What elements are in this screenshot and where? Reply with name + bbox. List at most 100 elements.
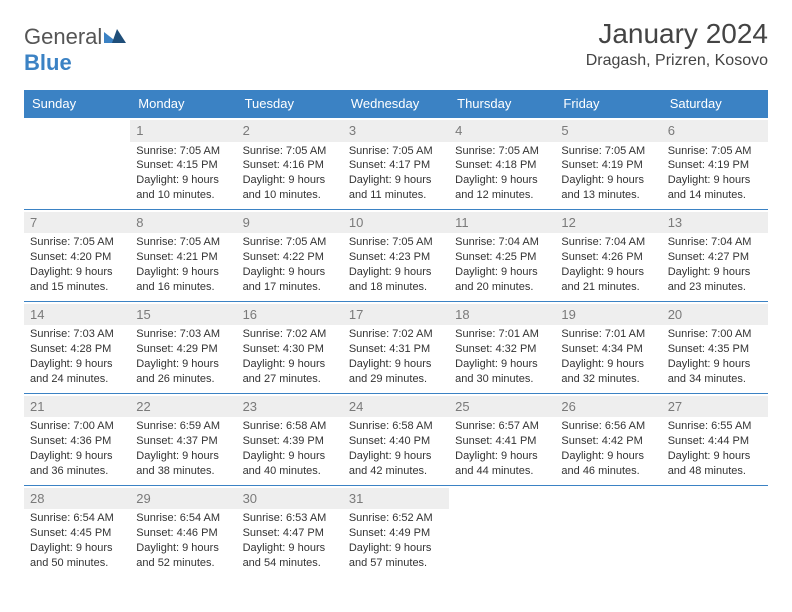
- day-details: Sunrise: 7:05 AMSunset: 4:15 PMDaylight:…: [136, 144, 230, 203]
- day-cell: 27Sunrise: 6:55 AMSunset: 4:44 PMDayligh…: [662, 393, 768, 485]
- daylight-line: Daylight: 9 hours and 21 minutes.: [561, 265, 655, 295]
- weekday-header: Sunday: [24, 90, 130, 118]
- day-number: 10: [343, 212, 449, 234]
- daylight-line: Daylight: 9 hours and 30 minutes.: [455, 357, 549, 387]
- day-number: 24: [343, 396, 449, 418]
- day-details: Sunrise: 6:54 AMSunset: 4:46 PMDaylight:…: [136, 511, 230, 570]
- day-cell: 7Sunrise: 7:05 AMSunset: 4:20 PMDaylight…: [24, 209, 130, 301]
- day-cell: 16Sunrise: 7:02 AMSunset: 4:30 PMDayligh…: [237, 301, 343, 393]
- daylight-line: Daylight: 9 hours and 42 minutes.: [349, 449, 443, 479]
- daylight-line: Daylight: 9 hours and 46 minutes.: [561, 449, 655, 479]
- day-number: 31: [343, 488, 449, 510]
- day-number: 15: [130, 304, 236, 326]
- daylight-line: Daylight: 9 hours and 50 minutes.: [30, 541, 124, 571]
- sunset-line: Sunset: 4:19 PM: [668, 158, 762, 173]
- day-details: Sunrise: 7:05 AMSunset: 4:22 PMDaylight:…: [243, 235, 337, 294]
- sunset-line: Sunset: 4:32 PM: [455, 342, 549, 357]
- day-number: 26: [555, 396, 661, 418]
- day-cell: 9Sunrise: 7:05 AMSunset: 4:22 PMDaylight…: [237, 209, 343, 301]
- month-title: January 2024: [586, 18, 768, 50]
- sunrise-line: Sunrise: 7:01 AM: [561, 327, 655, 342]
- day-details: Sunrise: 6:55 AMSunset: 4:44 PMDaylight:…: [668, 419, 762, 478]
- daylight-line: Daylight: 9 hours and 27 minutes.: [243, 357, 337, 387]
- sunrise-line: Sunrise: 6:52 AM: [349, 511, 443, 526]
- day-number: 14: [24, 304, 130, 326]
- sunset-line: Sunset: 4:16 PM: [243, 158, 337, 173]
- day-cell: 3Sunrise: 7:05 AMSunset: 4:17 PMDaylight…: [343, 118, 449, 210]
- day-details: Sunrise: 7:05 AMSunset: 4:20 PMDaylight:…: [30, 235, 124, 294]
- day-cell: 6Sunrise: 7:05 AMSunset: 4:19 PMDaylight…: [662, 118, 768, 210]
- weekday-header: Wednesday: [343, 90, 449, 118]
- day-cell: 12Sunrise: 7:04 AMSunset: 4:26 PMDayligh…: [555, 209, 661, 301]
- sunrise-line: Sunrise: 7:05 AM: [349, 235, 443, 250]
- empty-cell: [662, 485, 768, 576]
- daylight-line: Daylight: 9 hours and 16 minutes.: [136, 265, 230, 295]
- sunset-line: Sunset: 4:44 PM: [668, 434, 762, 449]
- sunset-line: Sunset: 4:25 PM: [455, 250, 549, 265]
- day-cell: 14Sunrise: 7:03 AMSunset: 4:28 PMDayligh…: [24, 301, 130, 393]
- sunset-line: Sunset: 4:46 PM: [136, 526, 230, 541]
- day-number: 18: [449, 304, 555, 326]
- daylight-line: Daylight: 9 hours and 20 minutes.: [455, 265, 549, 295]
- sunrise-line: Sunrise: 7:05 AM: [136, 235, 230, 250]
- daylight-line: Daylight: 9 hours and 24 minutes.: [30, 357, 124, 387]
- sunrise-line: Sunrise: 6:53 AM: [243, 511, 337, 526]
- day-details: Sunrise: 7:05 AMSunset: 4:18 PMDaylight:…: [455, 144, 549, 203]
- sunset-line: Sunset: 4:21 PM: [136, 250, 230, 265]
- day-cell: 17Sunrise: 7:02 AMSunset: 4:31 PMDayligh…: [343, 301, 449, 393]
- daylight-line: Daylight: 9 hours and 57 minutes.: [349, 541, 443, 571]
- sunrise-line: Sunrise: 7:03 AM: [30, 327, 124, 342]
- sunset-line: Sunset: 4:37 PM: [136, 434, 230, 449]
- day-details: Sunrise: 7:05 AMSunset: 4:19 PMDaylight:…: [668, 144, 762, 203]
- calendar-body: 1Sunrise: 7:05 AMSunset: 4:15 PMDaylight…: [24, 118, 768, 577]
- day-details: Sunrise: 7:05 AMSunset: 4:16 PMDaylight:…: [243, 144, 337, 203]
- day-details: Sunrise: 7:04 AMSunset: 4:26 PMDaylight:…: [561, 235, 655, 294]
- sunset-line: Sunset: 4:28 PM: [30, 342, 124, 357]
- day-cell: 31Sunrise: 6:52 AMSunset: 4:49 PMDayligh…: [343, 485, 449, 576]
- day-cell: 19Sunrise: 7:01 AMSunset: 4:34 PMDayligh…: [555, 301, 661, 393]
- day-cell: 29Sunrise: 6:54 AMSunset: 4:46 PMDayligh…: [130, 485, 236, 576]
- sunset-line: Sunset: 4:27 PM: [668, 250, 762, 265]
- sunrise-line: Sunrise: 6:58 AM: [349, 419, 443, 434]
- daylight-line: Daylight: 9 hours and 48 minutes.: [668, 449, 762, 479]
- sunset-line: Sunset: 4:17 PM: [349, 158, 443, 173]
- daylight-line: Daylight: 9 hours and 18 minutes.: [349, 265, 443, 295]
- header: General Blue January 2024 Dragash, Prizr…: [24, 18, 768, 76]
- day-cell: 4Sunrise: 7:05 AMSunset: 4:18 PMDaylight…: [449, 118, 555, 210]
- day-number: 25: [449, 396, 555, 418]
- day-number: 8: [130, 212, 236, 234]
- daylight-line: Daylight: 9 hours and 29 minutes.: [349, 357, 443, 387]
- empty-cell: [449, 485, 555, 576]
- logo-part-2: Blue: [24, 50, 72, 75]
- day-number: 17: [343, 304, 449, 326]
- empty-cell: [24, 118, 130, 210]
- sunset-line: Sunset: 4:35 PM: [668, 342, 762, 357]
- daylight-line: Daylight: 9 hours and 26 minutes.: [136, 357, 230, 387]
- daylight-line: Daylight: 9 hours and 32 minutes.: [561, 357, 655, 387]
- sunrise-line: Sunrise: 7:05 AM: [243, 235, 337, 250]
- location-subtitle: Dragash, Prizren, Kosovo: [586, 52, 768, 70]
- day-number: 28: [24, 488, 130, 510]
- sunrise-line: Sunrise: 7:05 AM: [30, 235, 124, 250]
- day-number: 9: [237, 212, 343, 234]
- day-cell: 22Sunrise: 6:59 AMSunset: 4:37 PMDayligh…: [130, 393, 236, 485]
- sunset-line: Sunset: 4:41 PM: [455, 434, 549, 449]
- day-cell: 10Sunrise: 7:05 AMSunset: 4:23 PMDayligh…: [343, 209, 449, 301]
- sunset-line: Sunset: 4:47 PM: [243, 526, 337, 541]
- daylight-line: Daylight: 9 hours and 44 minutes.: [455, 449, 549, 479]
- sunset-line: Sunset: 4:19 PM: [561, 158, 655, 173]
- daylight-line: Daylight: 9 hours and 14 minutes.: [668, 173, 762, 203]
- sunset-line: Sunset: 4:26 PM: [561, 250, 655, 265]
- logo: General Blue: [24, 18, 126, 76]
- sunset-line: Sunset: 4:40 PM: [349, 434, 443, 449]
- day-details: Sunrise: 7:04 AMSunset: 4:27 PMDaylight:…: [668, 235, 762, 294]
- weekday-header: Tuesday: [237, 90, 343, 118]
- daylight-line: Daylight: 9 hours and 15 minutes.: [30, 265, 124, 295]
- weekday-header: Saturday: [662, 90, 768, 118]
- day-cell: 5Sunrise: 7:05 AMSunset: 4:19 PMDaylight…: [555, 118, 661, 210]
- sunrise-line: Sunrise: 7:05 AM: [455, 144, 549, 159]
- sunset-line: Sunset: 4:29 PM: [136, 342, 230, 357]
- day-number: 30: [237, 488, 343, 510]
- day-number: 3: [343, 120, 449, 142]
- calendar-table: Sunday Monday Tuesday Wednesday Thursday…: [24, 90, 768, 577]
